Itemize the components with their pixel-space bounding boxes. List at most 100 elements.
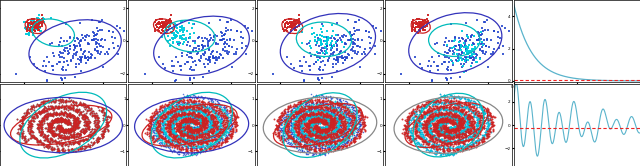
Point bbox=[442, 98, 452, 101]
Point bbox=[308, 118, 318, 121]
Point bbox=[173, 149, 184, 152]
Point bbox=[452, 123, 462, 126]
Point bbox=[470, 135, 480, 138]
Point bbox=[75, 147, 85, 150]
Point bbox=[178, 104, 188, 107]
Point bbox=[206, 119, 216, 122]
Point bbox=[43, 105, 53, 108]
Point bbox=[81, 105, 92, 108]
Point bbox=[79, 132, 89, 134]
Point bbox=[318, 128, 328, 131]
Point bbox=[453, 123, 463, 125]
Point bbox=[289, 23, 299, 26]
Point bbox=[70, 117, 81, 120]
Point bbox=[178, 122, 188, 125]
Point bbox=[424, 104, 435, 107]
Point bbox=[459, 133, 469, 136]
Point bbox=[305, 100, 315, 103]
Point bbox=[338, 137, 348, 140]
Point bbox=[176, 136, 186, 139]
Point bbox=[414, 125, 424, 128]
Point bbox=[64, 52, 74, 54]
Point bbox=[446, 121, 456, 123]
Point bbox=[419, 23, 429, 25]
Point bbox=[152, 124, 163, 127]
Point bbox=[162, 29, 172, 32]
Point bbox=[417, 123, 427, 125]
Point bbox=[432, 103, 442, 106]
Point bbox=[18, 115, 28, 117]
Point bbox=[65, 141, 75, 144]
Point bbox=[197, 124, 207, 126]
Point bbox=[484, 114, 494, 116]
Point bbox=[182, 130, 192, 133]
Point bbox=[418, 133, 428, 136]
Point bbox=[448, 121, 458, 123]
Point bbox=[73, 140, 83, 143]
Point bbox=[431, 137, 442, 140]
Point bbox=[177, 114, 188, 117]
Point bbox=[424, 139, 434, 142]
Point bbox=[186, 121, 196, 123]
Point bbox=[24, 131, 35, 133]
Point bbox=[44, 125, 54, 128]
Point bbox=[313, 115, 323, 117]
Point bbox=[159, 141, 169, 144]
Point bbox=[280, 125, 290, 127]
Point bbox=[471, 125, 481, 127]
Point bbox=[156, 136, 166, 139]
Point bbox=[433, 125, 444, 128]
Point bbox=[422, 143, 432, 145]
Point bbox=[175, 115, 185, 118]
Point bbox=[427, 131, 437, 133]
Point bbox=[205, 134, 216, 136]
Point bbox=[176, 136, 186, 139]
Point bbox=[472, 122, 483, 124]
Point bbox=[465, 49, 475, 52]
Point bbox=[168, 124, 178, 126]
Point bbox=[197, 120, 207, 123]
Point bbox=[168, 106, 179, 109]
Point bbox=[295, 131, 305, 133]
Point bbox=[198, 121, 208, 124]
Point bbox=[438, 108, 448, 111]
Point bbox=[323, 105, 333, 108]
Point bbox=[295, 140, 305, 143]
Point bbox=[36, 124, 47, 126]
Point bbox=[197, 125, 207, 127]
Point bbox=[403, 120, 413, 122]
Point bbox=[455, 126, 465, 129]
Point bbox=[57, 127, 67, 129]
Point bbox=[435, 129, 445, 132]
Point bbox=[423, 110, 433, 113]
Point bbox=[32, 115, 42, 118]
Point bbox=[190, 116, 200, 119]
Point bbox=[32, 115, 42, 117]
Point bbox=[178, 109, 188, 112]
Point bbox=[464, 115, 474, 118]
Point bbox=[53, 136, 63, 139]
Point bbox=[428, 143, 438, 146]
Point bbox=[189, 133, 200, 136]
Point bbox=[340, 123, 350, 126]
Point bbox=[156, 137, 166, 140]
Point bbox=[222, 125, 232, 128]
Point bbox=[277, 124, 287, 126]
Point bbox=[419, 19, 429, 22]
Point bbox=[208, 129, 218, 132]
Point bbox=[42, 113, 52, 115]
Point bbox=[49, 120, 59, 123]
Point bbox=[49, 98, 60, 101]
Point bbox=[88, 136, 98, 139]
Point bbox=[164, 134, 175, 137]
Point bbox=[188, 120, 198, 123]
Point bbox=[436, 138, 446, 140]
Point bbox=[188, 120, 198, 123]
Point bbox=[183, 144, 193, 147]
Point bbox=[333, 111, 343, 114]
Point bbox=[63, 123, 74, 125]
Point bbox=[452, 124, 463, 126]
Point bbox=[299, 101, 309, 104]
Point bbox=[448, 121, 458, 123]
Point bbox=[316, 141, 326, 144]
